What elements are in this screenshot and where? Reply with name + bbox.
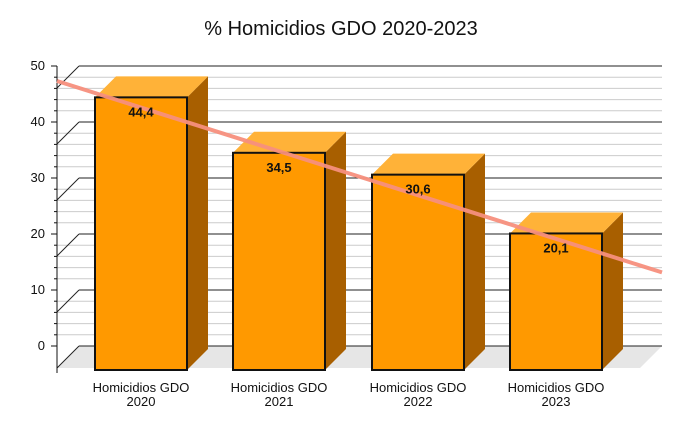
- data-label: 30,6: [405, 182, 430, 197]
- x-tick-label: Homicidios GDO: [93, 380, 190, 395]
- bar-top: [372, 153, 485, 175]
- y-tick-label: 10: [31, 282, 45, 297]
- gridline-slant: [56, 177, 80, 201]
- data-label: 34,5: [266, 160, 291, 175]
- x-tick-label: Homicidios GDO: [508, 380, 605, 395]
- y-tick-label: 30: [31, 170, 45, 185]
- bar-side: [325, 131, 346, 370]
- data-label: 44,4: [128, 104, 154, 119]
- gridline-slant: [56, 233, 80, 257]
- bar-side: [602, 212, 623, 370]
- x-tick-label: 2021: [265, 394, 294, 409]
- x-tick-label: Homicidios GDO: [231, 380, 328, 395]
- bar: [232, 151, 326, 371]
- gridline-slant: [56, 345, 80, 369]
- x-tick-label: 2020: [127, 394, 156, 409]
- trendline: [56, 79, 663, 275]
- y-tick-label: 20: [31, 226, 45, 241]
- bar: [94, 96, 188, 372]
- y-tick-label: 50: [31, 58, 45, 73]
- bar-side: [187, 76, 208, 371]
- chart-title: % Homicidios GDO 2020-2023: [204, 18, 478, 40]
- y-tick-label: 0: [38, 338, 45, 353]
- gridline-slant: [56, 289, 80, 313]
- bar-side: [464, 153, 485, 370]
- data-label: 20,1: [543, 240, 568, 255]
- x-tick-label: 2022: [404, 394, 433, 409]
- bar-top: [510, 212, 623, 234]
- gridline-slant: [56, 65, 80, 89]
- bar-top: [95, 76, 208, 98]
- x-tick-label: Homicidios GDO: [370, 380, 467, 395]
- bar: [371, 173, 465, 371]
- gridline-slant: [56, 121, 80, 145]
- x-tick-label: 2023: [542, 394, 571, 409]
- bar: [509, 232, 603, 371]
- y-tick-label: 40: [31, 114, 45, 129]
